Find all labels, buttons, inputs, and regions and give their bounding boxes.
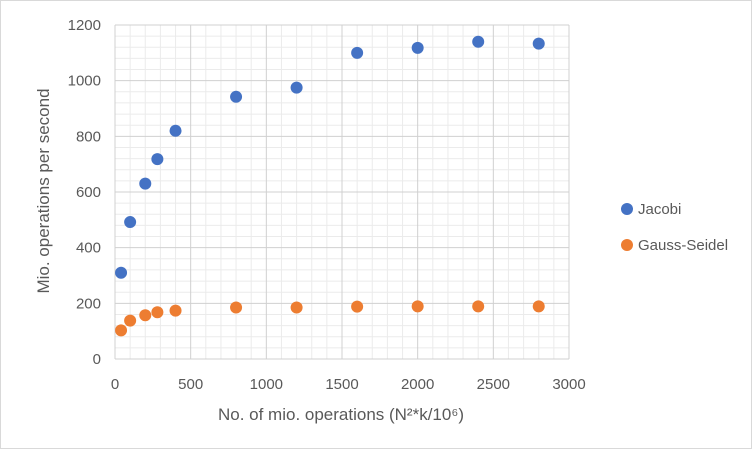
- data-point-gauss-seidel: [230, 301, 243, 314]
- x-tick-label: 2000: [401, 376, 434, 393]
- y-tick-label: 800: [76, 128, 101, 145]
- data-point-gauss-seidel: [151, 306, 164, 319]
- tick-labels: 0 500 1000 1500 2000 2500 3000 0 200 400 600 800 100…: [68, 17, 586, 393]
- data-point-jacobi: [230, 90, 243, 103]
- x-axis-title: No. of mio. operations (N²*k/10⁶): [218, 405, 464, 424]
- data-point-jacobi: [351, 46, 364, 59]
- legend: Jacobi Gauss-Seidel: [621, 201, 728, 254]
- legend-marker-jacobi: [621, 203, 633, 215]
- data-point-jacobi: [139, 177, 152, 190]
- x-tick-label: 1500: [325, 376, 358, 393]
- data-point-jacobi: [151, 153, 164, 166]
- x-tick-label: 1000: [250, 376, 283, 393]
- y-tick-label: 1200: [68, 17, 101, 34]
- data-point-jacobi: [472, 35, 485, 48]
- data-point-jacobi: [532, 37, 545, 50]
- legend-label-jacobi: Jacobi: [638, 201, 681, 218]
- x-tick-label: 3000: [552, 376, 585, 393]
- data-point-jacobi: [169, 124, 182, 137]
- data-point-gauss-seidel: [351, 300, 364, 313]
- data-point-gauss-seidel: [411, 300, 424, 313]
- data-point-jacobi: [411, 41, 424, 54]
- y-axis-title: Mio. operations per second: [34, 88, 53, 293]
- data-point-gauss-seidel: [290, 301, 303, 314]
- legend-marker-gauss-seidel: [621, 239, 633, 251]
- data-point-jacobi: [290, 81, 303, 94]
- y-tick-label: 1000: [68, 73, 101, 90]
- x-tick-label: 500: [178, 376, 203, 393]
- x-tick-label: 2500: [477, 376, 510, 393]
- legend-label-gauss-seidel: Gauss-Seidel: [638, 237, 728, 254]
- data-point-gauss-seidel: [472, 300, 485, 313]
- y-tick-label: 600: [76, 184, 101, 201]
- y-tick-label: 200: [76, 295, 101, 312]
- data-point-gauss-seidel: [115, 324, 128, 337]
- data-point-jacobi: [124, 216, 137, 229]
- data-point-jacobi: [115, 266, 128, 279]
- y-tick-label: 400: [76, 240, 101, 257]
- data-point-gauss-seidel: [169, 304, 182, 317]
- data-point-gauss-seidel: [139, 309, 152, 322]
- data-point-gauss-seidel: [532, 300, 545, 313]
- data-points: [115, 35, 545, 337]
- major-gridlines: [114, 24, 570, 360]
- y-tick-label: 0: [93, 351, 101, 368]
- data-point-gauss-seidel: [124, 314, 137, 327]
- x-tick-label: 0: [111, 376, 119, 393]
